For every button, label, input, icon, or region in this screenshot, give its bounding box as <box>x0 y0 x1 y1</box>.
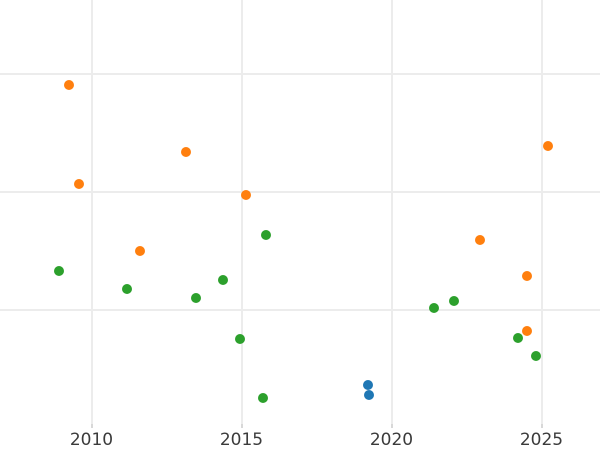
data-point-blue-series <box>363 389 374 400</box>
data-point-green-series <box>429 303 439 313</box>
data-point-orange-series <box>543 141 553 151</box>
data-point-green-series <box>191 293 201 303</box>
data-point-green-series <box>218 275 228 285</box>
x-axis-tick <box>240 424 243 428</box>
horizontal-gridline <box>0 73 600 75</box>
data-point-orange-series <box>522 271 532 281</box>
vertical-gridline <box>540 0 543 424</box>
data-point-green-series <box>235 334 245 344</box>
vertical-gridline <box>390 0 393 424</box>
data-point-green-series <box>513 333 523 343</box>
data-point-orange-series <box>241 190 251 200</box>
data-point-green-series <box>531 351 541 361</box>
x-tick-label-2015: 2015 <box>219 430 264 450</box>
data-point-orange-series <box>135 246 145 256</box>
vertical-gridline <box>90 0 93 424</box>
data-point-orange-series <box>74 179 84 189</box>
data-point-green-series <box>261 230 271 240</box>
x-tick-label-2010: 2010 <box>69 430 114 450</box>
vertical-gridline <box>240 0 243 424</box>
x-axis-tick <box>90 424 93 428</box>
data-point-green-series <box>449 296 459 306</box>
data-point-green-series <box>122 284 132 294</box>
horizontal-gridline <box>0 191 600 193</box>
horizontal-gridline <box>0 308 600 311</box>
x-axis-tick <box>540 424 543 428</box>
data-point-orange-series <box>522 326 532 336</box>
data-point-orange-series <box>181 147 191 157</box>
x-axis-tick <box>390 424 393 428</box>
data-point-green-series <box>54 266 64 276</box>
data-point-orange-series <box>64 80 74 90</box>
data-point-blue-series <box>363 380 373 390</box>
data-point-green-series <box>258 393 268 403</box>
x-tick-label-2020: 2020 <box>369 430 414 450</box>
data-point-orange-series <box>475 235 485 245</box>
x-tick-label-2025: 2025 <box>519 430 564 450</box>
